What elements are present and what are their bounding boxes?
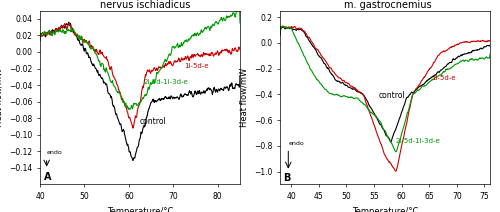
Text: control: control xyxy=(140,117,167,126)
Y-axis label: Heat flow/mW: Heat flow/mW xyxy=(240,68,248,127)
Text: endo: endo xyxy=(288,141,304,146)
Text: nervus ischiadicus: nervus ischiadicus xyxy=(100,0,190,10)
Text: B: B xyxy=(283,173,290,183)
Text: endo: endo xyxy=(46,151,62,155)
X-axis label: Temperature/°C: Temperature/°C xyxy=(352,207,418,212)
Text: 1i-5d-e: 1i-5d-e xyxy=(184,63,208,69)
Text: A: A xyxy=(44,172,52,182)
X-axis label: Temperature/°C: Temperature/°C xyxy=(107,207,173,212)
Y-axis label: Heat flow/mW: Heat flow/mW xyxy=(0,68,4,127)
Text: m. gastrocnemius: m. gastrocnemius xyxy=(344,0,431,10)
Text: 2i-5d-1i-3d-e: 2i-5d-1i-3d-e xyxy=(144,79,189,85)
Text: 2i-5d-1i-3d-e: 2i-5d-1i-3d-e xyxy=(396,138,440,144)
Text: 1i-5d-e: 1i-5d-e xyxy=(431,75,456,81)
Text: control: control xyxy=(378,91,406,99)
